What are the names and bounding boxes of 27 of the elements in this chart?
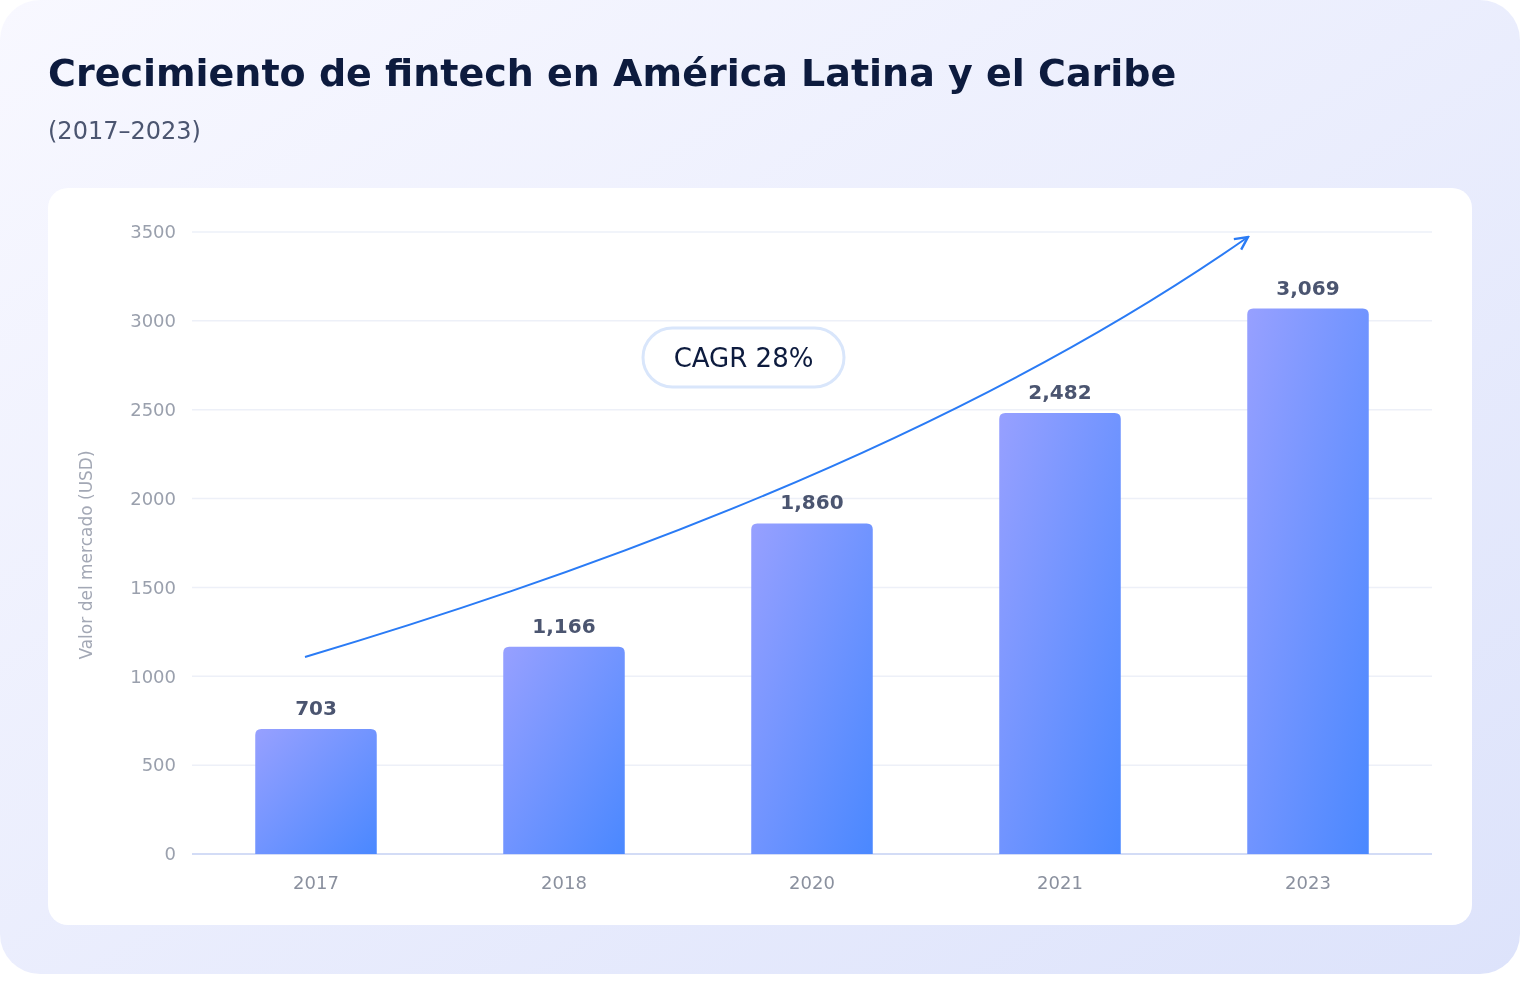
x-tick-label: 2023 [1285, 872, 1331, 893]
y-tick-label: 0 [164, 843, 176, 865]
bar [255, 729, 377, 854]
bar [1247, 308, 1369, 854]
data-label: 1,860 [780, 490, 844, 515]
y-tick-label: 2000 [130, 487, 176, 509]
y-tick-label: 1500 [130, 576, 176, 598]
y-tick-label: 2500 [130, 399, 176, 421]
data-label: 3,069 [1276, 275, 1340, 300]
annotation: CAGR 28% [673, 343, 814, 374]
y-tick-label: 3000 [130, 310, 176, 332]
bar [503, 646, 625, 854]
x-tick-label: 2018 [541, 872, 587, 893]
x-tick-label: 2020 [789, 872, 835, 893]
y-tick-label: 1000 [130, 665, 176, 687]
x-tick-label: 2021 [1037, 872, 1083, 893]
data-label: 1,166 [532, 613, 596, 638]
y-tick-label: 500 [141, 754, 176, 776]
y-axis-title: Valor del mercado (USD) [76, 450, 96, 660]
data-label: 2,482 [1028, 379, 1092, 404]
data-label: 703 [295, 696, 337, 721]
y-tick-label: 3500 [130, 221, 176, 243]
chart-title: Crecimiento de fintech en América Latina y el Caribe [48, 51, 1177, 95]
chart-subtitle: (2017–2023) [48, 117, 201, 145]
bar [999, 412, 1121, 854]
x-tick-label: 2017 [293, 872, 339, 893]
bar [751, 523, 873, 854]
